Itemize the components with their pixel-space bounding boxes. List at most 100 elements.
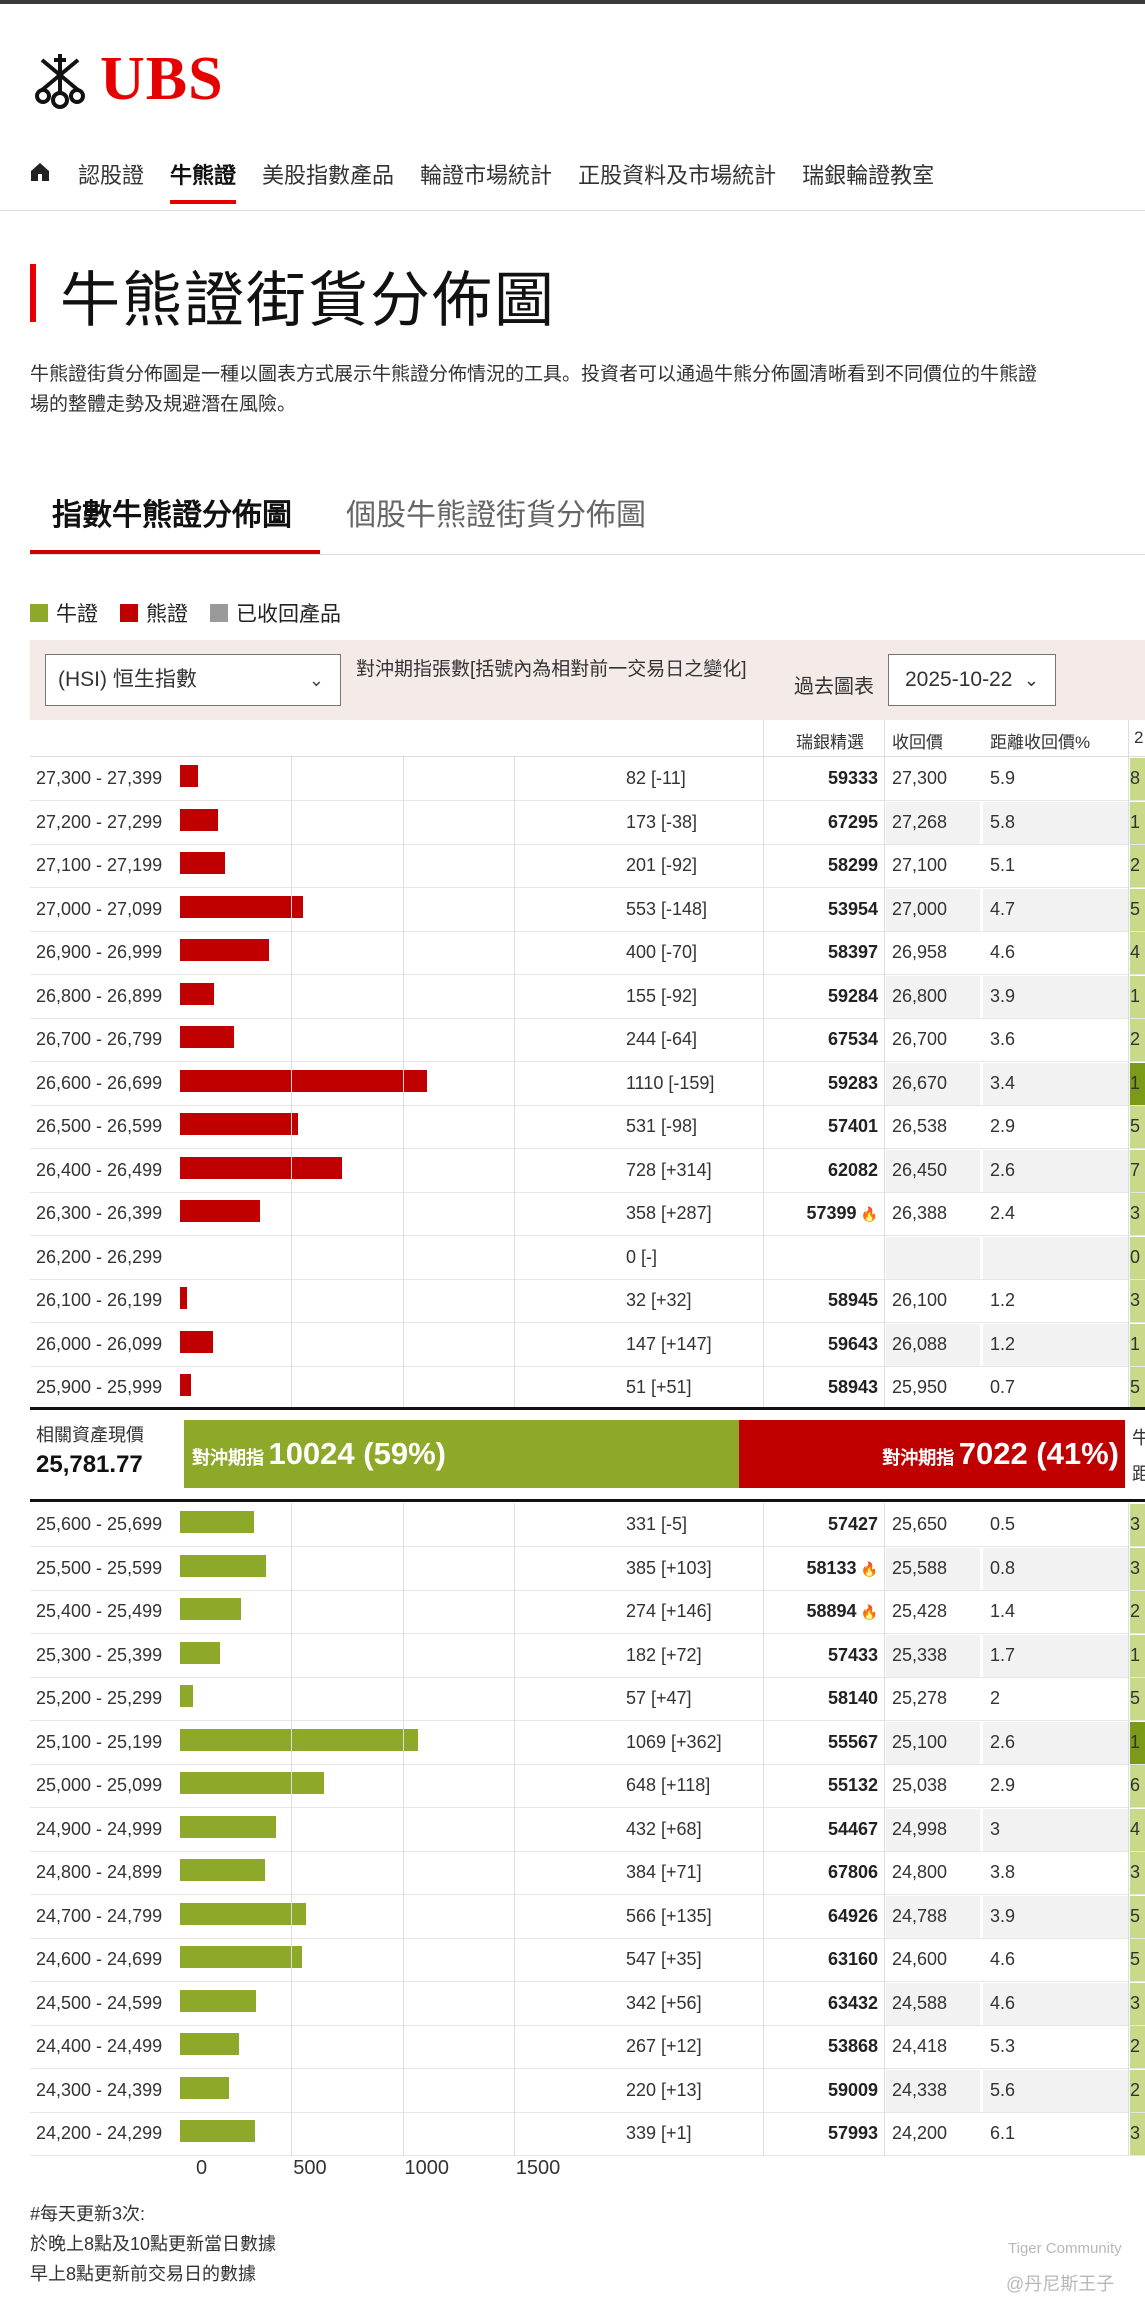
product-code-link[interactable]: 57399 🔥 bbox=[778, 1203, 879, 1224]
home-icon[interactable] bbox=[28, 160, 52, 184]
edge-cell bbox=[1130, 1591, 1145, 1633]
product-code-link[interactable]: 59284 bbox=[778, 986, 878, 1007]
nav-item-stock-data[interactable]: 正股資料及市場統計 bbox=[578, 163, 777, 188]
bull-bar[interactable] bbox=[180, 2076, 229, 2099]
product-code-link[interactable]: 53868 bbox=[778, 2036, 878, 2057]
column-separator bbox=[763, 720, 764, 1407]
bull-bar[interactable] bbox=[180, 2033, 240, 2055]
bear-row: 27,200 - 27,299 173 [-38] 67295 27,268 5.8 1 bbox=[30, 801, 1145, 845]
bull-bar[interactable] bbox=[180, 1946, 302, 1968]
product-code-link[interactable]: 67534 bbox=[778, 1029, 878, 1050]
product-code-link[interactable]: 59009 bbox=[778, 2080, 878, 2101]
product-code: 59333 bbox=[827, 768, 878, 788]
bull-bar[interactable] bbox=[180, 1641, 221, 1664]
bear-bar[interactable] bbox=[180, 1113, 299, 1135]
bear-swatch bbox=[120, 604, 138, 622]
product-code-link[interactable]: 54467 bbox=[778, 1819, 878, 1840]
bull-bar[interactable] bbox=[180, 2120, 256, 2142]
product-code-link[interactable]: 58397 bbox=[778, 942, 878, 963]
product-code-link[interactable]: 58299 bbox=[778, 855, 878, 876]
product-code-link[interactable]: 67295 bbox=[778, 812, 878, 833]
product-code: 57401 bbox=[827, 1116, 878, 1136]
ubs-logo[interactable]: UBS bbox=[30, 44, 224, 115]
bear-bar[interactable] bbox=[180, 1374, 192, 1396]
bear-bar[interactable] bbox=[180, 852, 225, 874]
product-code: 58943 bbox=[827, 1377, 878, 1397]
product-code-link[interactable]: 59283 bbox=[778, 1073, 878, 1094]
bear-bar[interactable] bbox=[180, 1330, 213, 1353]
nav-item-cbbc[interactable]: 牛熊證 bbox=[170, 158, 237, 204]
date-select[interactable]: 2025-10-22 ⌄ bbox=[888, 654, 1056, 706]
product-code-link[interactable]: 63432 bbox=[778, 1993, 878, 2014]
bull-bar[interactable] bbox=[180, 1511, 254, 1533]
product-code-link[interactable]: 55567 bbox=[778, 1732, 878, 1753]
hedge-count: 0 [-] bbox=[626, 1246, 658, 1267]
product-code-link[interactable]: 59333 bbox=[778, 768, 878, 789]
bear-bar[interactable] bbox=[180, 808, 219, 831]
legend-bull: 牛證 bbox=[30, 598, 98, 628]
product-code-link[interactable]: 57427 bbox=[778, 1514, 878, 1535]
hedge-label: 對沖期指張數[括號內為相對前一交易日之變化] bbox=[356, 659, 747, 680]
bull-bar[interactable] bbox=[180, 1859, 266, 1881]
bear-bar[interactable] bbox=[180, 895, 304, 918]
bear-bar[interactable] bbox=[180, 1156, 342, 1179]
tab-index-cbbc[interactable]: 指數牛熊證分佈圖 bbox=[52, 499, 292, 532]
product-code-link[interactable]: 58133 🔥 bbox=[778, 1558, 879, 1579]
nav-item-market-stats[interactable]: 輪證市場統計 bbox=[420, 163, 553, 188]
product-code-link[interactable]: 62082 bbox=[778, 1160, 878, 1181]
bull-hedge-segment: 對沖期指 10024 (59%) bbox=[184, 1420, 739, 1488]
bear-bar[interactable] bbox=[180, 982, 215, 1005]
bear-bar[interactable] bbox=[180, 1069, 427, 1092]
edge-value: 6 bbox=[1130, 1775, 1141, 1795]
product-code-link[interactable]: 58894 🔥 bbox=[778, 1601, 879, 1622]
product-code-link[interactable]: 64926 bbox=[778, 1906, 878, 1927]
bear-hedge-text: 對沖期指 7022 (41%) bbox=[882, 1436, 1119, 1472]
edge-value: 3 bbox=[1130, 1203, 1141, 1223]
update-note-line2: 於晚上8點及10點更新當日數據 bbox=[30, 2234, 277, 2254]
index-select[interactable]: (HSI) 恒生指數 ⌄ bbox=[45, 654, 341, 706]
row-shade bbox=[983, 1982, 1130, 2025]
product-code-link[interactable]: 58140 bbox=[778, 1688, 878, 1709]
bull-bar[interactable] bbox=[180, 1685, 193, 1707]
bear-bar[interactable] bbox=[180, 765, 199, 787]
product-code-link[interactable]: 63160 bbox=[778, 1949, 878, 1970]
distance-pct: 3 bbox=[990, 1818, 1001, 1839]
bull-bar[interactable] bbox=[180, 1989, 257, 2012]
product-code-link[interactable]: 58943 bbox=[778, 1377, 878, 1398]
product-code-link[interactable]: 57993 bbox=[778, 2123, 878, 2144]
range-label: 27,300 - 27,399 bbox=[36, 768, 163, 788]
top-border bbox=[0, 0, 1145, 4]
bull-bar[interactable] bbox=[180, 1815, 277, 1838]
bear-bar[interactable] bbox=[180, 939, 269, 961]
bull-bar[interactable] bbox=[180, 1902, 306, 1925]
hedge-count: 342 [+56] bbox=[626, 1992, 702, 2013]
bull-bar[interactable] bbox=[180, 1554, 266, 1577]
product-code-link[interactable]: 53954 bbox=[778, 899, 878, 920]
product-code: 53868 bbox=[827, 2036, 878, 2056]
nav-item-warrants[interactable]: 認股證 bbox=[78, 163, 145, 188]
bear-row: 26,800 - 26,899 155 [-92] 59284 26,800 3.9 1 bbox=[30, 975, 1145, 1019]
product-code-link[interactable]: 57401 bbox=[778, 1116, 878, 1137]
bull-bar[interactable] bbox=[180, 1772, 325, 1794]
spot-label: 相關資產現價 bbox=[36, 1425, 144, 1445]
product-code-link[interactable]: 58945 bbox=[778, 1290, 878, 1311]
product-code-link[interactable]: 57433 bbox=[778, 1645, 878, 1666]
nav-item-us-index[interactable]: 美股指數產品 bbox=[262, 163, 395, 188]
call-price: 26,538 bbox=[892, 1116, 948, 1136]
header-pick: 瑞銀精選 bbox=[796, 733, 864, 752]
edge-cell bbox=[1130, 1106, 1145, 1148]
range-label: 25,300 - 25,399 bbox=[36, 1644, 163, 1665]
product-code-link[interactable]: 55132 bbox=[778, 1775, 878, 1796]
nav-item-education[interactable]: 瑞銀輪證教室 bbox=[802, 163, 935, 188]
product-code-link[interactable]: 59643 bbox=[778, 1334, 878, 1355]
product-code-link[interactable]: 67806 bbox=[778, 1862, 878, 1883]
bear-bar[interactable] bbox=[180, 1287, 188, 1309]
bull-bar[interactable] bbox=[180, 1598, 241, 1620]
watermark-text: Tiger Community bbox=[1008, 2240, 1122, 2257]
hedge-count: 339 [+1] bbox=[626, 2123, 692, 2143]
bull-bar[interactable] bbox=[180, 1728, 418, 1751]
bear-bar[interactable] bbox=[180, 1200, 260, 1222]
bear-bar[interactable] bbox=[180, 1026, 235, 1048]
tab-stock-cbbc[interactable]: 個股牛熊證街貨分佈圖 bbox=[346, 499, 646, 532]
hedge-count: 358 [+287] bbox=[626, 1203, 712, 1223]
